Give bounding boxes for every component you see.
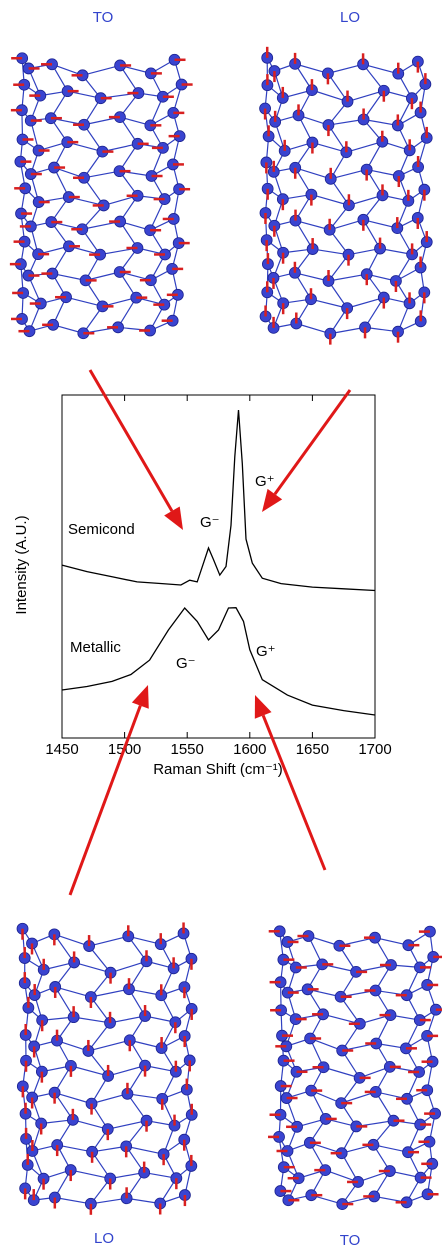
plot-background <box>62 395 375 738</box>
y-axis-label: Intensity (A.U.) <box>13 515 30 614</box>
bond <box>71 1170 110 1178</box>
nanotube <box>17 922 197 1214</box>
nanotube <box>268 926 442 1210</box>
mode-label: TO <box>340 1232 361 1249</box>
mode-label: LO <box>94 1230 114 1247</box>
peak-label: G⁻ <box>176 655 196 672</box>
peak-label: G⁺ <box>256 643 276 660</box>
x-tick-label: 1450 <box>45 741 78 758</box>
x-tick-label: 1600 <box>233 741 266 758</box>
peak-label: G⁺ <box>255 473 275 490</box>
pointer-arrow <box>263 715 325 870</box>
mode-label: TO <box>93 9 114 26</box>
bond <box>89 936 128 946</box>
bond <box>88 1040 129 1051</box>
x-tick-label: 1650 <box>296 741 329 758</box>
x-tick-label: 1550 <box>171 741 204 758</box>
mode-label: LO <box>340 9 360 26</box>
series-label: Semicond <box>68 521 135 538</box>
x-axis-label: Raman Shift (cm⁻¹) <box>153 761 283 778</box>
nanotube <box>10 53 193 339</box>
series-label: Metallic <box>70 639 121 656</box>
peak-label: G⁻ <box>200 514 220 531</box>
nanotube <box>260 47 433 345</box>
x-tick-label: 1700 <box>358 741 391 758</box>
